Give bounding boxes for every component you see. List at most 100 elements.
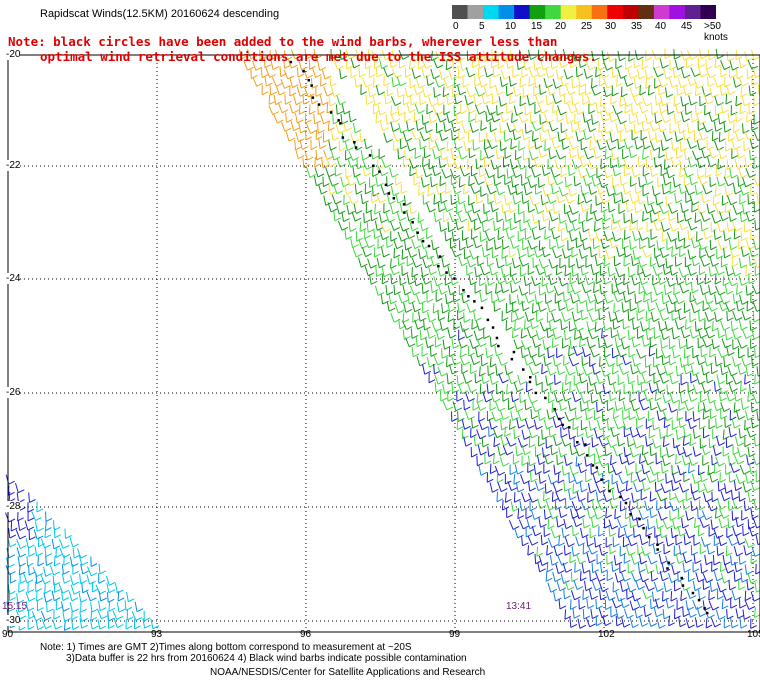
- wind-barb: [582, 193, 593, 204]
- wind-barb: [641, 463, 651, 475]
- wind-barb: [547, 474, 558, 485]
- wind-barb: [724, 168, 732, 179]
- wind-barb: [582, 544, 590, 555]
- wind-barb: [397, 105, 406, 116]
- wind-barb: [750, 418, 759, 429]
- wind-barb: [421, 59, 433, 69]
- wind-barb: [663, 582, 673, 593]
- wind-barb: [413, 175, 421, 186]
- wind-barb: [325, 167, 336, 178]
- wind-barb: [443, 78, 454, 89]
- wind-barb: [662, 184, 670, 195]
- wind-barb: [491, 247, 499, 259]
- wind-barb: [428, 112, 438, 124]
- wind-barb: [644, 113, 654, 125]
- map-frame: [7, 54, 760, 633]
- wind-barb: [714, 140, 725, 151]
- wind-barb: [569, 231, 578, 242]
- wind-barb: [503, 273, 513, 285]
- wind-barb: [497, 355, 508, 366]
- wind-barb: [418, 185, 425, 196]
- wind-barb: [568, 139, 580, 150]
- wind-barb: [647, 301, 656, 312]
- wind-barb: [621, 86, 628, 98]
- wind-barb: [493, 175, 502, 187]
- wind-barb: [134, 601, 144, 613]
- wind-barb: [569, 465, 580, 476]
- wind-barb: [683, 427, 692, 438]
- wind-barb: [702, 122, 713, 133]
- wind-barb: [595, 615, 603, 627]
- wind-barb: [389, 265, 400, 276]
- contamination-marker: [384, 183, 388, 187]
- wind-barb: [573, 51, 582, 62]
- wind-barb: [538, 219, 546, 231]
- wind-barb: [452, 59, 460, 70]
- wind-barb: [432, 148, 442, 160]
- wind-barb: [451, 338, 460, 349]
- wind-barb: [504, 211, 513, 222]
- wind-barb: [513, 492, 521, 503]
- wind-barb: [636, 499, 645, 510]
- wind-barb: [514, 528, 524, 539]
- wind-barb: [721, 195, 729, 206]
- wind-barb: [572, 483, 580, 494]
- wind-barb: [623, 139, 634, 150]
- wind-barb: [389, 258, 397, 269]
- wind-barb: [534, 203, 545, 215]
- wind-barb: [295, 131, 305, 143]
- wind-barb: [602, 615, 612, 627]
- wind-barb: [623, 229, 631, 240]
- wind-barb: [730, 555, 739, 566]
- wind-barb: [660, 95, 669, 107]
- wind-barb: [639, 616, 649, 627]
- wind-barb: [702, 184, 713, 195]
- wind-barb: [493, 220, 501, 231]
- wind-barb: [490, 112, 501, 123]
- wind-barb: [624, 465, 634, 476]
- wind-barb: [582, 518, 591, 529]
- wind-barb: [561, 311, 572, 322]
- wind-barb: [79, 573, 87, 585]
- wind-barb: [44, 583, 52, 594]
- wind-barb: [473, 175, 485, 186]
- wind-barb: [409, 77, 417, 89]
- wind-barb: [631, 492, 640, 503]
- wind-barb: [677, 465, 687, 476]
- wind-barb: [72, 548, 81, 559]
- contamination-marker: [647, 535, 651, 539]
- wind-barb: [477, 58, 487, 69]
- wind-barb: [345, 49, 356, 60]
- wind-barb: [571, 78, 579, 89]
- wind-barb: [510, 501, 520, 512]
- wind-barb: [389, 167, 399, 178]
- wind-barb: [625, 202, 634, 213]
- wind-barb: [541, 246, 551, 258]
- wind-barb: [519, 266, 527, 277]
- wind-barb: [743, 140, 751, 152]
- wind-barb: [751, 284, 760, 295]
- wind-barb: [637, 264, 645, 276]
- wind-barb: [421, 283, 430, 294]
- wind-barb: [573, 436, 581, 448]
- wind-barb: [461, 230, 469, 241]
- wind-barb: [711, 213, 722, 224]
- wind-barb: [726, 345, 735, 356]
- wind-barb: [381, 158, 392, 169]
- wind-barb: [338, 140, 346, 152]
- wind-barb: [700, 536, 711, 548]
- wind-barb: [725, 94, 733, 105]
- wind-barb: [586, 321, 596, 332]
- wind-barb: [728, 130, 735, 142]
- wind-barb: [725, 545, 733, 557]
- wind-barb: [470, 354, 481, 366]
- wind-barb: [644, 69, 654, 80]
- wind-barb: [679, 393, 689, 404]
- wind-barb: [445, 183, 452, 195]
- wind-barb: [620, 131, 627, 142]
- wind-barb: [719, 294, 731, 305]
- wind-barb: [653, 328, 661, 340]
- wind-barb: [685, 411, 693, 422]
- wind-barb: [628, 147, 638, 159]
- wind-barb: [375, 176, 384, 187]
